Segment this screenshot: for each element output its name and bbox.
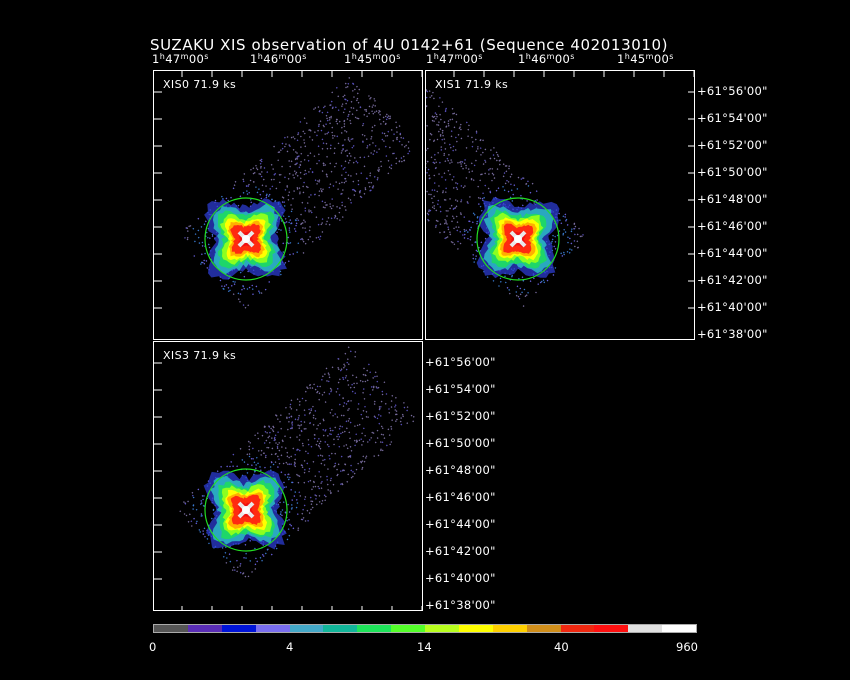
colorbar-swatch [323, 625, 358, 632]
ra-tick-label: 1h47m00s [152, 52, 209, 66]
dec-tick-label: +61°48'00" [425, 463, 496, 477]
colorbar [153, 624, 697, 633]
colorbar-swatch [357, 625, 392, 632]
colorbar-swatch [526, 625, 561, 632]
colorbar-swatch [289, 625, 324, 632]
colorbar-swatch [154, 625, 188, 632]
dec-tick-label: +61°50'00" [425, 436, 496, 450]
colorbar-swatch [221, 625, 256, 632]
dec-tick-label: +61°38'00" [425, 598, 496, 612]
colorbar-swatch [391, 625, 425, 632]
dec-tick-label: +61°52'00" [425, 409, 496, 423]
dec-tick-label: +61°46'00" [697, 219, 768, 233]
colorbar-swatch [255, 625, 290, 632]
xis3-panel: XIS3 71.9 ks [153, 341, 423, 611]
colorbar-swatch [492, 625, 527, 632]
dec-tick-label: +61°56'00" [425, 355, 496, 369]
ra-tick-label: 1h45m00s [617, 52, 674, 66]
dec-tick-label: +61°54'00" [425, 382, 496, 396]
ra-tick-label: 1h46m00s [250, 52, 307, 66]
colorbar-label: 4 [286, 640, 294, 654]
dec-tick-label: +61°44'00" [425, 517, 496, 531]
figure-title: SUZAKU XIS observation of 4U 0142+61 (Se… [150, 36, 669, 54]
colorbar-swatch [458, 625, 493, 632]
xis0-panel: XIS0 71.9 ks [153, 70, 423, 340]
dec-tick-label: +61°44'00" [697, 246, 768, 260]
dec-tick-label: +61°56'00" [697, 84, 768, 98]
dec-tick-label: +61°38'00" [697, 327, 768, 341]
colorbar-swatch [187, 625, 222, 632]
xis1-panel: XIS1 71.9 ks [425, 70, 695, 340]
ra-tick-label: 1h46m00s [518, 52, 575, 66]
colorbar-swatch [662, 625, 696, 632]
xis3-label: XIS3 71.9 ks [163, 349, 237, 362]
colorbar-label: 14 [417, 640, 432, 654]
colorbar-label: 0 [149, 640, 157, 654]
colorbar-label: 960 [676, 640, 698, 654]
dec-tick-label: +61°42'00" [697, 273, 768, 287]
dec-tick-label: +61°40'00" [425, 571, 496, 585]
dec-tick-label: +61°42'00" [425, 544, 496, 558]
dec-tick-label: +61°48'00" [697, 192, 768, 206]
dec-tick-label: +61°40'00" [697, 300, 768, 314]
xis0-image [154, 71, 422, 309]
xis1-image [426, 71, 694, 309]
dec-tick-label: +61°52'00" [697, 138, 768, 152]
dec-tick-label: +61°50'00" [697, 165, 768, 179]
dec-tick-label: +61°54'00" [697, 111, 768, 125]
colorbar-swatch [425, 625, 459, 632]
colorbar-swatch [628, 625, 663, 632]
xis3-image [154, 346, 422, 610]
colorbar-swatch [594, 625, 629, 632]
xis0-label: XIS0 71.9 ks [163, 78, 237, 91]
ra-tick-label: 1h45m00s [344, 52, 401, 66]
colorbar-label: 40 [554, 640, 569, 654]
dec-tick-label: +61°46'00" [425, 490, 496, 504]
ra-tick-label: 1h47m00s [426, 52, 483, 66]
xis1-label: XIS1 71.9 ks [435, 78, 509, 91]
colorbar-swatch [560, 625, 595, 632]
